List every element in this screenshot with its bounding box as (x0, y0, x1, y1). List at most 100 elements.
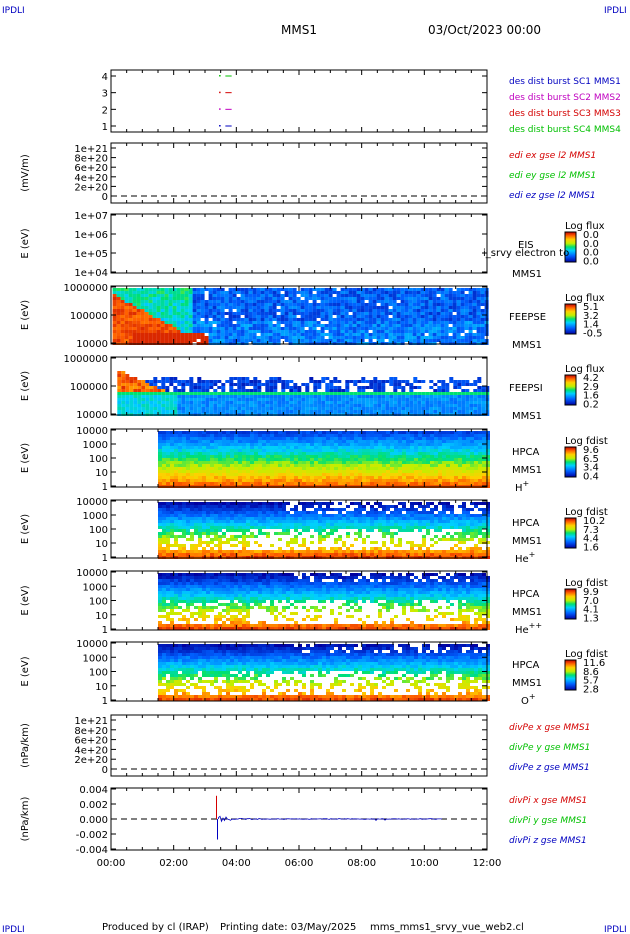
spectrogram-cell (264, 339, 269, 342)
spectrogram-cell (342, 437, 346, 440)
spectrogram-cell (225, 392, 230, 395)
spectrogram-cell (462, 479, 466, 482)
spectrogram-cell (386, 476, 390, 479)
spectrogram-cell (361, 392, 366, 395)
spectrogram-cell (386, 461, 390, 464)
spectrogram-cell (176, 297, 181, 300)
spectrogram-cell (446, 437, 450, 440)
spectrogram-cell (194, 455, 198, 458)
spectrogram-cell (241, 380, 246, 383)
spectrogram-cell (189, 398, 194, 401)
spectrogram-cell (282, 437, 286, 440)
spectrogram-cell (329, 383, 334, 386)
spectrogram-cell (278, 476, 282, 479)
spectrogram-cell (141, 398, 146, 401)
spectrogram-cell (237, 401, 242, 404)
spectrogram-cell (360, 297, 365, 300)
spectrogram-cell (162, 526, 166, 529)
spectrogram-cell (470, 455, 474, 458)
spectrogram-cell (140, 294, 145, 297)
spectrogram-cell (322, 467, 326, 470)
spectrogram-cell (254, 473, 258, 476)
spectrogram-cell (353, 395, 358, 398)
spectrogram-cell (430, 455, 434, 458)
spectrogram-cell (466, 434, 470, 437)
spectrogram-cell (245, 377, 250, 380)
spectrogram-cell (376, 321, 381, 324)
spectrogram-cell (152, 336, 157, 339)
y-tick-label: 10000 (76, 410, 108, 421)
spectrogram-cell (301, 395, 306, 398)
spectrogram-cell (458, 470, 462, 473)
spectrogram-cell (474, 482, 478, 485)
spectrogram-cell (233, 398, 238, 401)
spectrogram-cell (128, 327, 133, 330)
spectrogram-cell (241, 407, 246, 410)
spectrogram-cell (196, 318, 201, 321)
spectrogram-cell (152, 318, 157, 321)
spectrogram-cell (202, 482, 206, 485)
spectrogram-cell (246, 434, 250, 437)
spectrogram-cell (421, 380, 426, 383)
spectrogram-cell (254, 482, 258, 485)
spectrogram-cell (432, 330, 437, 333)
spectrogram-cell (329, 404, 334, 407)
spectrogram-cell (232, 306, 237, 309)
spectrogram-cell (166, 532, 170, 535)
spectrogram-cell (140, 333, 145, 336)
corner-label-tl: IPDLI (2, 6, 25, 16)
spectrogram-cell (482, 434, 486, 437)
spectrogram-cell (444, 339, 449, 342)
spectrogram-cell (250, 452, 254, 455)
spectrogram-cell (449, 407, 454, 410)
spectrogram-cell (268, 315, 273, 318)
spectrogram-cell (428, 288, 433, 291)
spectrogram-cell (256, 321, 261, 324)
spectrogram-cell (338, 461, 342, 464)
spectrogram-cell (438, 476, 442, 479)
spectrogram-cell (170, 434, 174, 437)
spectrogram-cell (181, 392, 186, 395)
spectrogram-cell (424, 324, 429, 327)
spectrogram-cell (314, 476, 318, 479)
spectrogram-cell (182, 514, 186, 517)
spectrogram-cell (394, 479, 398, 482)
spectrogram-cell (218, 473, 222, 476)
spectrogram-cell (156, 297, 161, 300)
spectrogram-cell (222, 431, 226, 434)
spectrogram-cell (414, 470, 418, 473)
spectrogram-cell (402, 470, 406, 473)
spectrogram-cell (178, 553, 182, 556)
spectrogram-cell (164, 306, 169, 309)
spectrogram-cell (456, 321, 461, 324)
spectrogram-cell (320, 306, 325, 309)
spectrogram-cell (389, 377, 394, 380)
spectrogram-cell (197, 377, 202, 380)
spectrogram-cell (478, 437, 482, 440)
spectrogram-cell (162, 440, 166, 443)
spectrogram-cell (248, 318, 253, 321)
spectrogram-cell (360, 300, 365, 303)
spectrogram-cell (128, 339, 133, 342)
spectrogram-cell (273, 386, 278, 389)
spectrogram-cell (170, 550, 174, 553)
spectrogram-cell (112, 309, 117, 312)
spectrogram-cell (153, 401, 158, 404)
spectrogram-cell (164, 315, 169, 318)
spectrogram-cell (224, 330, 229, 333)
spectrogram-cell (390, 458, 394, 461)
spectrogram-cell (361, 410, 366, 413)
spectrogram-cell (125, 407, 130, 410)
spectrogram-cell (124, 309, 129, 312)
spectrogram-cell (468, 336, 473, 339)
spectrogram-cell (264, 336, 269, 339)
spectrogram-cell (416, 336, 421, 339)
spectrogram-cell (346, 452, 350, 455)
spectrogram-cell (450, 458, 454, 461)
spectrogram-cell (166, 446, 170, 449)
spectrogram-cell (137, 395, 142, 398)
spectrogram-cell (334, 470, 338, 473)
spectrogram-cell (458, 434, 462, 437)
spectrogram-cell (312, 306, 317, 309)
spectrogram-cell (174, 526, 178, 529)
